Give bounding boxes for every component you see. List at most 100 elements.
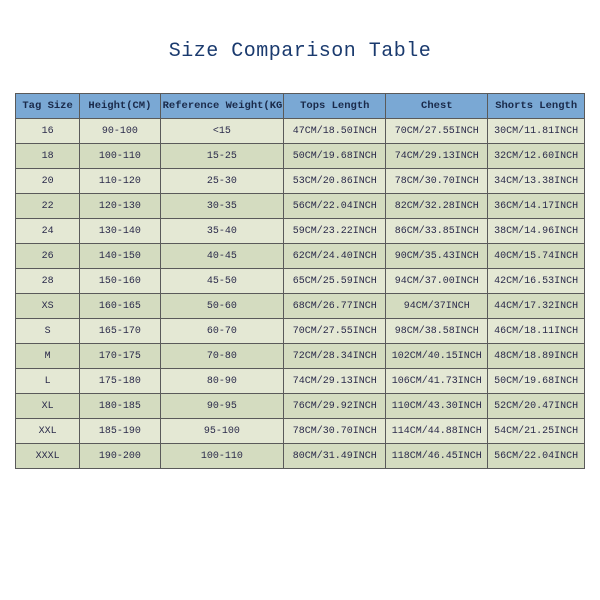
table-cell: 65CM/25.59INCH: [284, 269, 386, 294]
table-cell: 38CM/14.96INCH: [488, 219, 585, 244]
table-cell: 120-130: [80, 194, 160, 219]
table-cell: 74CM/29.13INCH: [386, 144, 488, 169]
col-header-chest: Chest: [386, 94, 488, 119]
table-cell: 56CM/22.04INCH: [284, 194, 386, 219]
table-row: 1690-100<1547CM/18.50INCH70CM/27.55INCH3…: [16, 119, 585, 144]
table-row: XXL185-19095-10078CM/30.70INCH114CM/44.8…: [16, 419, 585, 444]
table-row: XL180-18590-9576CM/29.92INCH110CM/43.30I…: [16, 394, 585, 419]
table-cell: 190-200: [80, 444, 160, 469]
table-cell: XS: [16, 294, 80, 319]
table-cell: 48CM/18.89INCH: [488, 344, 585, 369]
table-cell: 62CM/24.40INCH: [284, 244, 386, 269]
table-cell: 40-45: [160, 244, 284, 269]
table-cell: 24: [16, 219, 80, 244]
table-cell: 102CM/40.15INCH: [386, 344, 488, 369]
table-cell: 18: [16, 144, 80, 169]
table-cell: 160-165: [80, 294, 160, 319]
table-cell: 28: [16, 269, 80, 294]
table-cell: 106CM/41.73INCH: [386, 369, 488, 394]
table-cell: M: [16, 344, 80, 369]
col-header-tag-size: Tag Size: [16, 94, 80, 119]
table-cell: 45-50: [160, 269, 284, 294]
table-cell: 46CM/18.11INCH: [488, 319, 585, 344]
table-row: 24130-14035-4059CM/23.22INCH86CM/33.85IN…: [16, 219, 585, 244]
table-cell: 130-140: [80, 219, 160, 244]
page-title: Size Comparison Table: [15, 40, 585, 63]
table-cell: 110CM/43.30INCH: [386, 394, 488, 419]
table-cell: 35-40: [160, 219, 284, 244]
table-cell: 15-25: [160, 144, 284, 169]
table-cell: 54CM/21.25INCH: [488, 419, 585, 444]
table-cell: 90-100: [80, 119, 160, 144]
table-cell: 42CM/16.53INCH: [488, 269, 585, 294]
table-cell: 170-175: [80, 344, 160, 369]
table-row: 28150-16045-5065CM/25.59INCH94CM/37.00IN…: [16, 269, 585, 294]
table-row: M170-17570-8072CM/28.34INCH102CM/40.15IN…: [16, 344, 585, 369]
table-row: 22120-13030-3556CM/22.04INCH82CM/32.28IN…: [16, 194, 585, 219]
table-cell: 98CM/38.58INCH: [386, 319, 488, 344]
table-cell: XL: [16, 394, 80, 419]
table-cell: 100-110: [80, 144, 160, 169]
table-cell: 50-60: [160, 294, 284, 319]
table-cell: 44CM/17.32INCH: [488, 294, 585, 319]
table-cell: 70-80: [160, 344, 284, 369]
col-header-weight: Reference Weight(KG): [160, 94, 284, 119]
table-cell: L: [16, 369, 80, 394]
table-cell: 180-185: [80, 394, 160, 419]
table-cell: 100-110: [160, 444, 284, 469]
table-cell: 72CM/28.34INCH: [284, 344, 386, 369]
table-cell: 50CM/19.68INCH: [284, 144, 386, 169]
table-cell: 114CM/44.88INCH: [386, 419, 488, 444]
table-row: XXXL190-200100-11080CM/31.49INCH118CM/46…: [16, 444, 585, 469]
table-row: XS160-16550-6068CM/26.77INCH94CM/37INCH4…: [16, 294, 585, 319]
table-cell: 80CM/31.49INCH: [284, 444, 386, 469]
table-cell: XXL: [16, 419, 80, 444]
table-cell: 25-30: [160, 169, 284, 194]
table-row: 20110-12025-3053CM/20.86INCH78CM/30.70IN…: [16, 169, 585, 194]
table-cell: 30-35: [160, 194, 284, 219]
table-cell: 50CM/19.68INCH: [488, 369, 585, 394]
table-cell: 16: [16, 119, 80, 144]
table-cell: 150-160: [80, 269, 160, 294]
table-cell: 20: [16, 169, 80, 194]
table-cell: XXXL: [16, 444, 80, 469]
table-cell: 175-180: [80, 369, 160, 394]
table-cell: 90-95: [160, 394, 284, 419]
table-cell: 56CM/22.04INCH: [488, 444, 585, 469]
table-row: L175-18080-9074CM/29.13INCH106CM/41.73IN…: [16, 369, 585, 394]
table-cell: 110-120: [80, 169, 160, 194]
table-row: 18100-11015-2550CM/19.68INCH74CM/29.13IN…: [16, 144, 585, 169]
table-cell: 60-70: [160, 319, 284, 344]
table-cell: 86CM/33.85INCH: [386, 219, 488, 244]
table-cell: 32CM/12.60INCH: [488, 144, 585, 169]
table-cell: 90CM/35.43INCH: [386, 244, 488, 269]
table-cell: 70CM/27.55INCH: [284, 319, 386, 344]
table-cell: 76CM/29.92INCH: [284, 394, 386, 419]
table-body: 1690-100<1547CM/18.50INCH70CM/27.55INCH3…: [16, 119, 585, 469]
table-header-row: Tag Size Height(CM) Reference Weight(KG)…: [16, 94, 585, 119]
table-cell: 70CM/27.55INCH: [386, 119, 488, 144]
table-cell: 40CM/15.74INCH: [488, 244, 585, 269]
table-cell: 36CM/14.17INCH: [488, 194, 585, 219]
table-cell: 74CM/29.13INCH: [284, 369, 386, 394]
table-cell: 94CM/37INCH: [386, 294, 488, 319]
table-cell: 185-190: [80, 419, 160, 444]
table-cell: 82CM/32.28INCH: [386, 194, 488, 219]
table-cell: 80-90: [160, 369, 284, 394]
table-cell: 68CM/26.77INCH: [284, 294, 386, 319]
table-cell: 22: [16, 194, 80, 219]
table-cell: 140-150: [80, 244, 160, 269]
table-cell: <15: [160, 119, 284, 144]
size-table: Tag Size Height(CM) Reference Weight(KG)…: [15, 93, 585, 469]
table-cell: S: [16, 319, 80, 344]
table-cell: 52CM/20.47INCH: [488, 394, 585, 419]
table-cell: 78CM/30.70INCH: [386, 169, 488, 194]
table-cell: 94CM/37.00INCH: [386, 269, 488, 294]
table-cell: 47CM/18.50INCH: [284, 119, 386, 144]
table-cell: 118CM/46.45INCH: [386, 444, 488, 469]
table-cell: 165-170: [80, 319, 160, 344]
table-row: 26140-15040-4562CM/24.40INCH90CM/35.43IN…: [16, 244, 585, 269]
table-cell: 53CM/20.86INCH: [284, 169, 386, 194]
table-row: S165-17060-7070CM/27.55INCH98CM/38.58INC…: [16, 319, 585, 344]
size-chart-container: Size Comparison Table Tag Size Height(CM…: [0, 0, 600, 469]
